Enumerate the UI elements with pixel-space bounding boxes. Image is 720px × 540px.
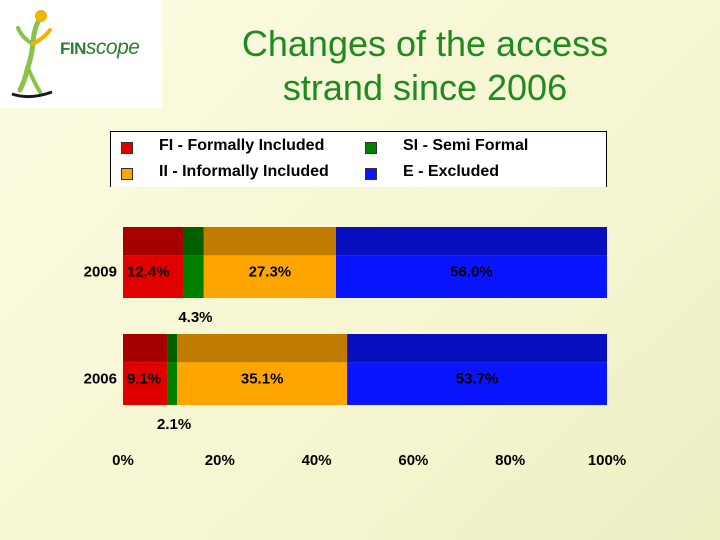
bar-segment-top	[347, 334, 607, 363]
x-tick-label: 60%	[398, 452, 428, 469]
page-title: Changes of the access strand since 2006	[241, 23, 609, 108]
category-label: 2009	[84, 263, 117, 280]
data-label: 35.1%	[241, 370, 284, 387]
x-tick-label: 40%	[302, 452, 332, 469]
data-label: 53.7%	[456, 370, 499, 387]
legend-label: II - Informally Included	[159, 163, 329, 180]
category-label: 2006	[84, 370, 117, 387]
bar-segment-top	[183, 227, 204, 256]
legend-swatch	[121, 142, 133, 154]
bar-segment	[167, 362, 178, 405]
chart-legend: FI - Formally Included II - Informally I…	[110, 131, 607, 187]
x-tick-label: 80%	[495, 452, 525, 469]
logo-wordmark: FINscope	[60, 36, 140, 59]
legend-swatch	[365, 142, 377, 154]
bar-segment-top	[123, 227, 184, 256]
bar-segment-top	[167, 334, 178, 363]
data-label: 27.3%	[249, 263, 292, 280]
bar-segment-top	[335, 227, 607, 256]
bar-segment	[203, 255, 336, 298]
legend-swatch	[365, 168, 377, 180]
bar-segment	[335, 255, 607, 298]
legend-label: E - Excluded	[403, 163, 500, 180]
bar-segment-top	[203, 227, 336, 256]
runner-logo-icon	[11, 10, 53, 99]
bar-segment	[177, 362, 348, 405]
x-tick-label: 100%	[588, 452, 626, 469]
data-label: 2.1%	[157, 416, 191, 433]
data-label: 56.0%	[450, 263, 493, 280]
legend-swatch	[121, 168, 133, 180]
data-label: 4.3%	[178, 309, 212, 326]
x-tick-label: 0%	[112, 452, 134, 469]
x-tick-label: 20%	[205, 452, 235, 469]
bar-segment-top	[177, 334, 348, 363]
bar-segment	[123, 255, 184, 298]
bar-segment-top	[123, 334, 168, 363]
logo: FINscope	[0, 0, 162, 108]
bar-segment	[183, 255, 204, 298]
data-label: 12.4%	[127, 263, 170, 280]
bar-segment	[123, 362, 168, 405]
legend-label: SI - Semi Formal	[403, 137, 529, 154]
data-label: 9.1%	[127, 370, 161, 387]
legend-label: FI - Formally Included	[159, 137, 325, 154]
bar-segment	[347, 362, 607, 405]
